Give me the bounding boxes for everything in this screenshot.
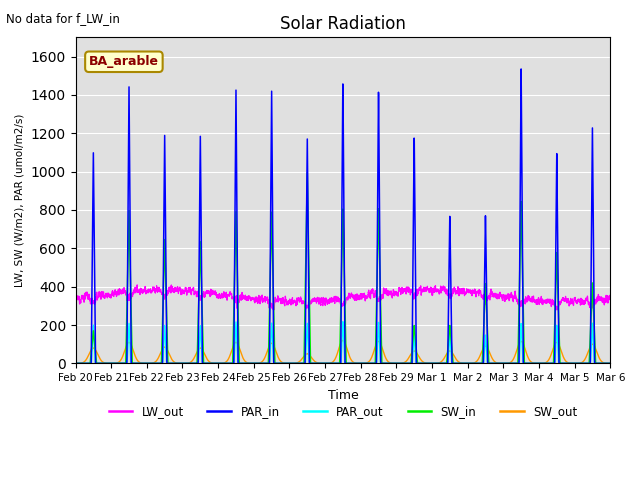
SW_out xyxy=(339,337,347,343)
PAR_out xyxy=(607,360,614,366)
LW_out xyxy=(433,287,441,292)
SW_out xyxy=(323,360,331,366)
PAR_out xyxy=(493,360,501,366)
LW_out xyxy=(463,287,470,293)
SW_out xyxy=(463,360,470,366)
SW_in xyxy=(463,360,470,366)
Y-axis label: LW, SW (W/m2), PAR (umol/m2/s): LW, SW (W/m2), PAR (umol/m2/s) xyxy=(15,114,25,287)
Legend: LW_out, PAR_in, PAR_out, SW_in, SW_out: LW_out, PAR_in, PAR_out, SW_in, SW_out xyxy=(104,400,582,423)
SW_in xyxy=(72,360,79,366)
SW_in xyxy=(168,360,175,366)
PAR_in xyxy=(493,360,500,366)
PAR_in xyxy=(606,360,614,366)
PAR_out xyxy=(463,360,470,366)
LW_out xyxy=(133,282,141,288)
PAR_in xyxy=(463,360,470,366)
LW_out xyxy=(168,286,175,291)
Text: No data for f_LW_in: No data for f_LW_in xyxy=(6,12,120,25)
SW_in xyxy=(303,170,311,176)
PAR_in xyxy=(168,360,175,366)
SW_out xyxy=(607,360,614,366)
SW_in xyxy=(493,360,501,366)
SW_in xyxy=(323,360,331,366)
PAR_out xyxy=(606,360,614,366)
PAR_out xyxy=(433,360,441,366)
SW_out xyxy=(168,356,175,362)
PAR_out xyxy=(72,360,79,366)
PAR_in xyxy=(323,360,331,366)
SW_out xyxy=(72,360,79,366)
LW_out xyxy=(72,296,79,301)
LW_out xyxy=(270,307,278,312)
SW_in xyxy=(433,360,441,366)
LW_out xyxy=(323,300,331,305)
X-axis label: Time: Time xyxy=(328,389,358,402)
Title: Solar Radiation: Solar Radiation xyxy=(280,15,406,33)
Line: PAR_out: PAR_out xyxy=(76,322,611,363)
SW_in xyxy=(607,360,614,366)
PAR_in xyxy=(433,360,441,366)
PAR_in xyxy=(517,66,525,72)
Line: PAR_in: PAR_in xyxy=(76,69,611,363)
Line: SW_in: SW_in xyxy=(76,173,611,363)
SW_in xyxy=(606,360,614,366)
Line: LW_out: LW_out xyxy=(76,285,611,310)
SW_out xyxy=(606,360,614,366)
LW_out xyxy=(607,293,614,299)
PAR_out xyxy=(323,360,331,366)
Text: BA_arable: BA_arable xyxy=(89,55,159,68)
LW_out xyxy=(493,295,501,301)
PAR_out xyxy=(168,360,175,366)
SW_out xyxy=(493,360,501,366)
PAR_in xyxy=(607,360,614,366)
SW_out xyxy=(433,360,441,366)
PAR_in xyxy=(72,360,79,366)
PAR_out xyxy=(339,319,347,324)
LW_out xyxy=(606,293,614,299)
Line: SW_out: SW_out xyxy=(76,340,611,363)
